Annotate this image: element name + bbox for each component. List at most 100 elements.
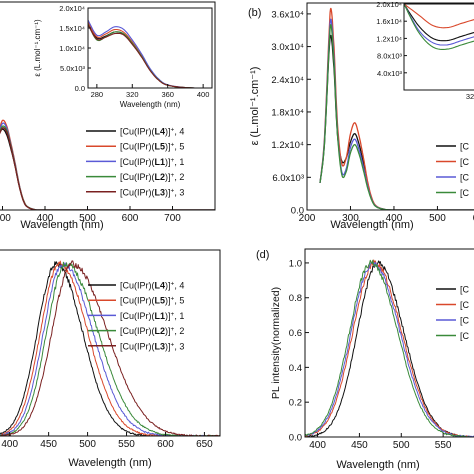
x-tick-label: 550 (435, 440, 452, 451)
panel-c: 400 450 500 550 600 650 Wavelength (nm) [Cu(IPr… (0, 249, 221, 469)
y-tick-label: 1.2x10⁴ (271, 140, 304, 151)
y-tick-label: 5.0x10³ (60, 64, 86, 73)
legend-text-post: )] (165, 127, 171, 137)
legend-text-tail: , 1 (174, 157, 184, 167)
legend-text-sup: + (171, 187, 175, 194)
legend-label-L1: [C (460, 316, 470, 326)
y-tick-label: 6.0x10³ (272, 173, 304, 184)
inset-series-line-L1 (404, 4, 474, 46)
legend-text-tail: , 3 (174, 341, 184, 351)
series-line-L3 (0, 127, 215, 210)
y-tick-label: 1.6x10⁴ (376, 17, 402, 26)
x-axis-title: Wavelength (nm) (330, 219, 413, 231)
series-line-L2 (305, 259, 474, 437)
y-tick-label: 0.0 (75, 84, 85, 93)
legend-label-L2: [C (460, 331, 470, 341)
legend-text-bold: L5 (155, 142, 166, 152)
x-tick-label: 600 (122, 213, 139, 224)
legend-text-post: )] (165, 142, 171, 152)
x-tick-label: 400 (37, 213, 54, 224)
legend-text-sup: + (171, 295, 175, 302)
panel-d: 0.0 0.2 0.4 0.6 0.8 1.0 400 450 500 550 Wavelength… (256, 248, 474, 471)
legend-text-tail: , 3 (174, 187, 184, 197)
x-tick-label: 700 (164, 213, 181, 224)
series-line-L4 (0, 261, 220, 436)
legend-text-bold: L4 (155, 281, 166, 291)
legend-text-post: )] (165, 157, 171, 167)
inset-series-line-L5 (404, 4, 474, 29)
inset-background (88, 8, 212, 88)
x-tick-label: 200 (299, 213, 316, 224)
legend-text-pre: [Cu(IPr)( (120, 187, 155, 197)
legend-text-post: )] (165, 296, 171, 306)
x-tick-label: 500 (79, 213, 96, 224)
panel-b-inset: 2.0x10⁴ 1.6x10⁴ 1.2x10⁴ 8.0x10³ 4.0x10³ 32 (376, 0, 474, 101)
legend-text-bold: L4 (155, 127, 166, 137)
legend-text-post: )] (165, 341, 171, 351)
x-tick-label: 500 (429, 213, 446, 224)
y-tick-label: 2.0x10⁴ (59, 4, 85, 13)
x-tick-label: 280 (91, 90, 104, 99)
legend-text-tail: , 1 (174, 311, 184, 321)
x-tick-label: 600 (473, 213, 474, 224)
legend-text-post: )] (165, 326, 171, 336)
legend-label-L3: [Cu(IPr)(L3)]+, 3 (120, 341, 184, 352)
legend-text-pre: [Cu(IPr)( (120, 157, 155, 167)
legend-text-sup: + (171, 310, 175, 317)
x-axis-title: Wavelength (nm) (68, 457, 151, 469)
series-line-L5 (319, 7, 474, 210)
legend-text-pre: [Cu(IPr)( (120, 341, 155, 351)
legend-text-bold: L3 (155, 341, 166, 351)
y-tick-label: 3.6x10⁴ (271, 9, 304, 20)
y-tick-label: 0.4 (289, 363, 302, 374)
legend-text-sup: + (171, 156, 175, 163)
y-tick-label: 1.8x10⁴ (271, 107, 304, 118)
legend-text-bold: L2 (155, 172, 166, 182)
legend-label-L1: [Cu(IPr)(L1)]+, 1 (120, 310, 184, 321)
panel-label-b: (b) (248, 7, 261, 19)
legend-text-post: )] (165, 311, 171, 321)
panel-label-d: (d) (256, 249, 269, 261)
y-tick-label: 2.0x10⁴ (376, 0, 402, 9)
legend-text-bold: L3 (155, 187, 166, 197)
x-axis-title: Wavelength (nm) (336, 459, 419, 471)
y-tick-label: 8.0x10³ (377, 52, 403, 61)
y-tick-label: 1.0x10⁴ (59, 44, 85, 53)
legend-text-tail: , 5 (174, 296, 184, 306)
legend-label-L5: [C (460, 157, 470, 167)
x-axis-title: Wavelength (nm) (20, 219, 103, 231)
legend-text-bold: L1 (155, 157, 166, 167)
legend-label-L5: [Cu(IPr)(L5)]+, 5 (120, 141, 184, 152)
y-tick-label: 0.6 (289, 328, 302, 339)
legend-label-L2: [C (460, 188, 470, 198)
series-line-L3 (0, 260, 220, 436)
y-tick-label: 0.0 (291, 206, 304, 217)
legend-text-tail: , 4 (174, 127, 184, 137)
panel-b: 0.0 6.0x10³ 1.2x10⁴ 1.8x10⁴ 2.4x10⁴ 3.0x10⁴ 3.… (248, 2, 474, 231)
legend-label-L4: [Cu(IPr)(L4)]+, 4 (120, 126, 184, 137)
legend-text-pre: [Cu(IPr)( (120, 296, 155, 306)
legend-label-L4: [C (460, 285, 470, 295)
x-tick-label: 400 (386, 213, 403, 224)
legend-text-bold: L2 (155, 326, 166, 336)
legend-label-L2: [Cu(IPr)(L2)]+, 2 (120, 172, 184, 183)
legend-text-sup: + (171, 126, 175, 133)
legend-text-tail: , 4 (174, 281, 184, 291)
legend-label-L2: [Cu(IPr)(L2)]+, 2 (120, 326, 184, 337)
series-line-L5 (305, 259, 474, 437)
legend-text-post: )] (165, 172, 171, 182)
x-tick-label: 300 (342, 213, 359, 224)
inset-b-frame (403, 3, 474, 91)
series-line-L4 (319, 34, 474, 210)
inset-series-line-L4 (404, 4, 474, 42)
legend-label-L4: [Cu(IPr)(L4)]+, 4 (120, 280, 184, 291)
panel-d-frame (304, 248, 474, 438)
legend-text-pre: [Cu(IPr)( (120, 326, 155, 336)
x-tick-label: 300 (0, 213, 11, 224)
y-tick-label: 1.0 (289, 258, 302, 269)
legend-text-pre: [Cu(IPr)( (120, 127, 155, 137)
legend-label-L1: [C (460, 173, 470, 183)
legend-text-pre: [Cu(IPr)( (120, 142, 155, 152)
legend-text-bold: L5 (155, 296, 166, 306)
legend-text-post: )] (165, 187, 171, 197)
